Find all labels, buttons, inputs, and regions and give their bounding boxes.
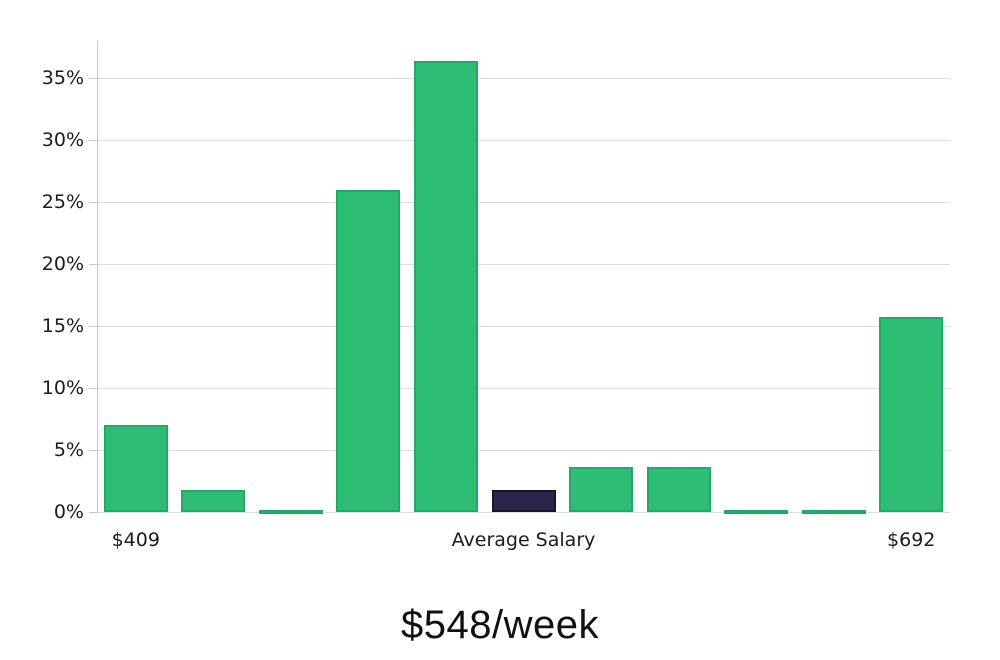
x-tick-label: $409 <box>111 529 160 551</box>
x-tick-label: $692 <box>887 529 936 551</box>
y-tick-label: 25% <box>41 191 84 214</box>
y-tick-mark <box>89 140 97 142</box>
y-tick-label: 30% <box>41 129 84 152</box>
y-tick-label: 35% <box>41 67 84 90</box>
bar <box>258 510 323 514</box>
bar <box>801 510 866 514</box>
gridline <box>97 78 950 80</box>
y-tick-mark <box>89 512 97 513</box>
gridline <box>97 202 950 204</box>
y-tick-label: 5% <box>53 439 84 462</box>
gridline <box>97 512 950 513</box>
bar <box>646 467 711 512</box>
gridline <box>97 140 950 142</box>
y-tick-mark <box>89 326 97 328</box>
bar <box>569 467 634 512</box>
y-axis-line <box>97 41 98 513</box>
bar <box>336 189 401 512</box>
gridline <box>97 326 950 328</box>
x-tick-label: Average Salary <box>451 529 596 551</box>
gridline <box>97 388 950 390</box>
bar <box>413 60 478 512</box>
y-tick-label: 10% <box>41 377 84 400</box>
y-tick-label: 0% <box>53 501 84 523</box>
chart-title: $548/week <box>401 603 599 647</box>
bar-highlighted <box>491 489 556 512</box>
bar <box>103 425 168 512</box>
gridline <box>97 450 950 452</box>
y-tick-mark <box>89 202 97 204</box>
y-tick-label: 15% <box>41 315 84 338</box>
bar <box>181 489 246 512</box>
bar <box>724 510 789 514</box>
y-tick-mark <box>89 450 97 452</box>
bar <box>879 317 944 512</box>
y-tick-mark <box>89 78 97 80</box>
y-tick-label: 20% <box>41 253 84 276</box>
gridline <box>97 264 950 266</box>
y-tick-mark <box>89 264 97 266</box>
y-tick-mark <box>89 388 97 390</box>
